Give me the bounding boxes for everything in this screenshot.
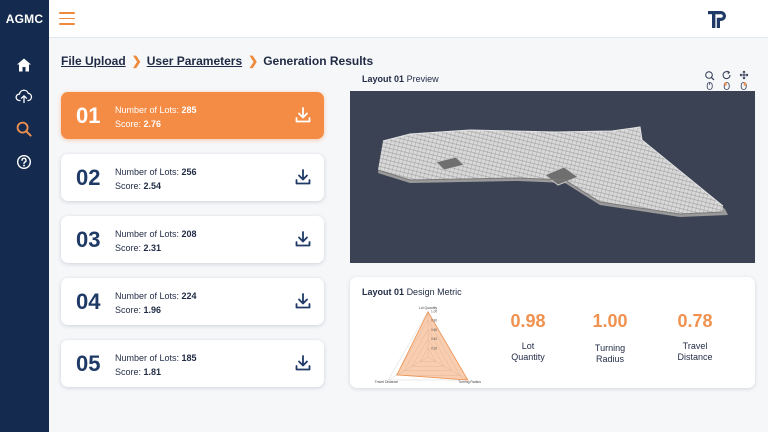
metric-label: Lot Quantity [511, 341, 545, 362]
top-bar [49, 0, 768, 38]
result-card-02[interactable]: 02 Number of Lots: 256 Score: 2.54 [61, 154, 324, 201]
score-value: 2.54 [143, 181, 162, 191]
score-value: 2.31 [143, 243, 162, 253]
radar-tick-label: 0.60 [431, 328, 437, 332]
app-brand[interactable]: AGMC [5, 12, 44, 26]
breadcrumb-file-upload[interactable]: File Upload [61, 54, 126, 68]
lots-value: 285 [181, 105, 197, 115]
search-icon[interactable] [13, 118, 35, 140]
design-metric-panel: Layout 01 Design Metric 1.00 0.80 0.60 0.40… [350, 277, 755, 388]
metric-title: Layout 01 Design Metric [362, 287, 462, 297]
home-icon[interactable] [13, 54, 35, 76]
radar-axis-line [427, 356, 468, 381]
result-info: Number of Lots: 285 Score: 2.76 [115, 103, 197, 131]
download-icon[interactable] [294, 168, 312, 186]
breadcrumb-user-parameters[interactable]: User Parameters [146, 54, 243, 68]
result-number: 03 [76, 227, 101, 252]
result-number: 04 [76, 289, 101, 314]
site-plan-render [377, 126, 728, 217]
metric-label: Turning Radius [594, 343, 626, 364]
radar-tick-label: 0.20 [431, 346, 437, 350]
radar-axis-label: Travel Distance [375, 380, 399, 384]
radar-tick-label: 1.00 [431, 310, 437, 314]
download-icon[interactable] [294, 230, 312, 248]
score-label: Score: [115, 305, 142, 315]
preview-title: Layout 01 Preview [362, 74, 439, 84]
radar-tick-label: 0.40 [431, 337, 437, 341]
result-card-04[interactable]: 04 Number of Lots: 224 Score: 1.96 [61, 278, 324, 325]
radar-tick-label: 0.80 [431, 319, 437, 323]
lots-label: Number of Lots: [115, 105, 180, 115]
pan-icon[interactable] [738, 70, 750, 90]
download-icon[interactable] [294, 354, 312, 372]
result-info: Number of Lots: 256 Score: 2.54 [115, 165, 197, 193]
radar-axis-label: Lot Quantity [419, 306, 438, 310]
score-label: Score: [115, 119, 142, 129]
result-card-03[interactable]: 03 Number of Lots: 208 Score: 2.31 [61, 216, 324, 263]
tp-logo-icon[interactable] [706, 8, 728, 30]
rotate-icon[interactable] [721, 70, 733, 90]
lots-value: 208 [181, 229, 197, 239]
radar-axis-label: Turning Radius [458, 380, 481, 384]
sidebar: AGMC [0, 0, 49, 432]
breadcrumb-generation-results: Generation Results [263, 54, 374, 68]
result-info: Number of Lots: 185 Score: 1.81 [115, 351, 197, 379]
radar-grid-ring [411, 338, 445, 367]
result-number: 02 [76, 165, 101, 190]
download-icon[interactable] [294, 292, 312, 310]
zoom-icon[interactable] [704, 70, 716, 90]
lots-value: 185 [181, 353, 197, 363]
metric-value: 0.98 [510, 311, 546, 331]
score-label: Score: [115, 243, 142, 253]
score-label: Score: [115, 181, 142, 191]
result-info: Number of Lots: 224 Score: 1.96 [115, 289, 197, 317]
lots-label: Number of Lots: [115, 167, 180, 177]
result-info: Number of Lots: 208 Score: 2.31 [115, 227, 197, 255]
metric-label: Travel Distance [677, 341, 713, 362]
score-value: 1.81 [143, 367, 162, 377]
chevron-right-icon: ❯ [131, 54, 142, 68]
help-icon[interactable] [13, 151, 35, 173]
lots-label: Number of Lots: [115, 353, 180, 363]
download-icon[interactable] [294, 106, 312, 124]
score-value: 2.76 [143, 119, 162, 129]
preview-controls [704, 70, 750, 90]
metric-value: 1.00 [592, 311, 628, 331]
menu-icon[interactable] [59, 12, 75, 25]
radar-grid-ring [403, 328, 453, 372]
result-card-05[interactable]: 05 Number of Lots: 185 Score: 1.81 [61, 340, 324, 387]
chevron-right-icon: ❯ [248, 54, 259, 68]
radar-grid-ring [419, 347, 437, 362]
result-number: 05 [76, 351, 101, 376]
lots-value: 224 [181, 291, 197, 301]
radar-series-area [396, 311, 469, 381]
lots-value: 256 [181, 167, 197, 177]
lots-label: Number of Lots: [115, 229, 180, 239]
radar-grid-ring [395, 319, 461, 376]
layout-preview-viewport[interactable] [350, 91, 755, 263]
score-value: 1.96 [143, 305, 162, 315]
result-number: 01 [76, 103, 101, 128]
score-label: Score: [115, 367, 142, 377]
cloud-upload-icon[interactable] [13, 85, 35, 107]
radar-chart: 1.00 0.80 0.60 0.40 0.20 Lot Quantity Turning … [375, 306, 482, 384]
radar-axis-line [388, 356, 429, 381]
metric-value: 0.78 [677, 311, 713, 331]
result-card-01[interactable]: 01 Number of Lots: 285 Score: 2.76 [61, 92, 324, 139]
breadcrumb: File Upload ❯ User Parameters ❯ Generati… [61, 54, 373, 68]
lots-label: Number of Lots: [115, 291, 180, 301]
